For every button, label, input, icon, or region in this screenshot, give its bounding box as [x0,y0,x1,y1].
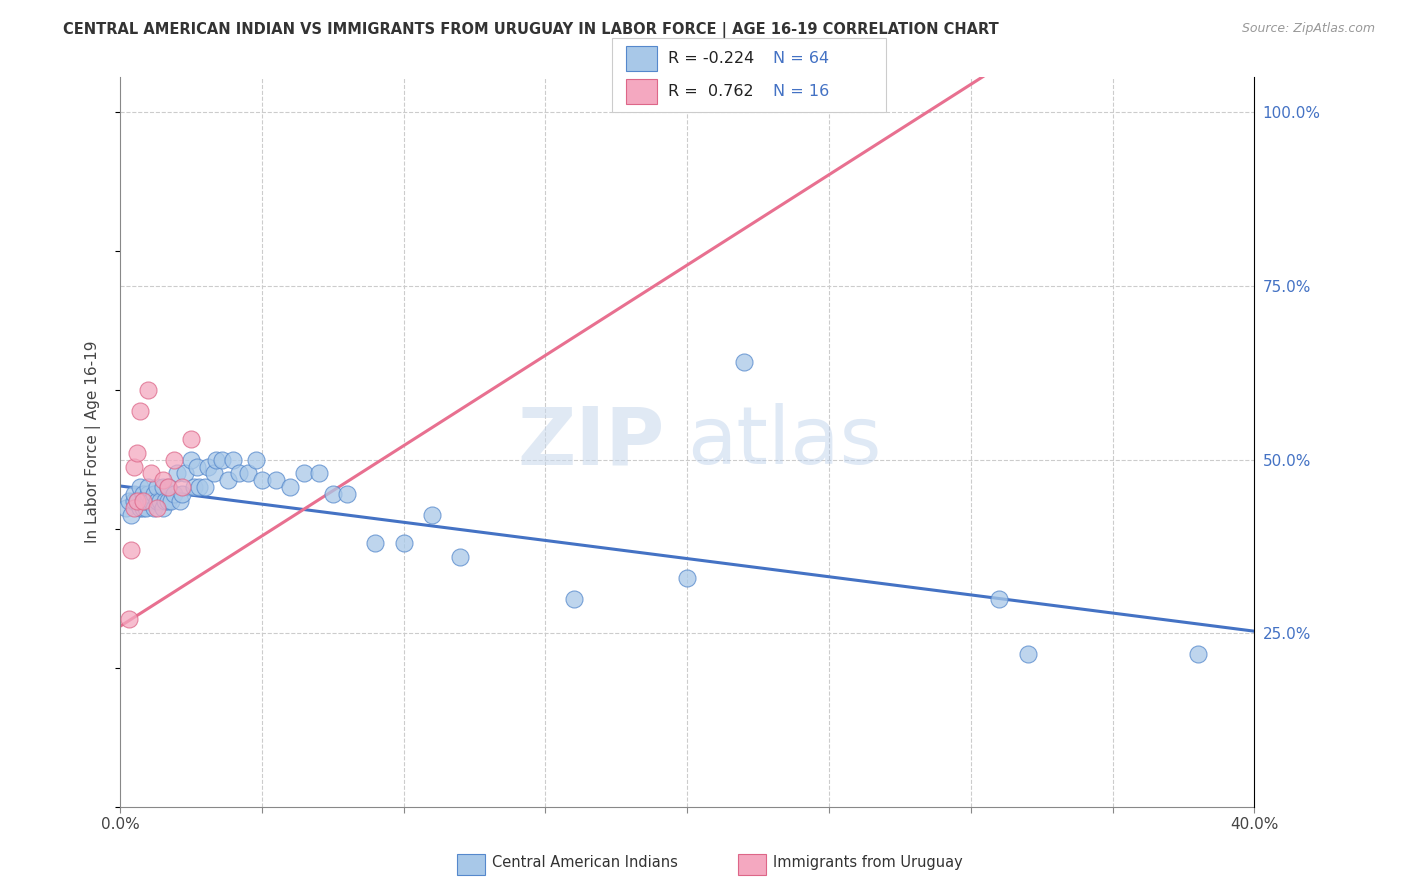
Point [186,459,208,474]
Point [308,467,330,481]
Point [180,432,202,446]
Point [562,591,585,606]
Point [152,480,174,494]
Point [132,501,155,516]
Text: R = -0.224: R = -0.224 [668,52,754,66]
Point [202,467,225,481]
Point [336,487,359,501]
Text: R =  0.762: R = 0.762 [668,84,754,98]
Text: N = 64: N = 64 [773,52,830,66]
Point [1187,647,1209,661]
Point [163,452,186,467]
Point [152,501,174,516]
Point [143,501,166,516]
Point [146,501,169,516]
Point [392,536,415,550]
Y-axis label: In Labor Force | Age 16-19: In Labor Force | Age 16-19 [86,341,101,543]
Point [236,467,259,481]
Point [125,494,148,508]
Point [122,494,145,508]
Point [152,474,174,488]
Point [143,487,166,501]
Text: ZIP: ZIP [517,403,665,481]
Point [188,480,211,494]
Point [292,467,315,481]
Point [129,501,152,516]
Point [157,480,180,494]
Point [132,494,155,508]
Point [174,467,197,481]
Text: CENTRAL AMERICAN INDIAN VS IMMIGRANTS FROM URUGUAY IN LABOR FORCE | AGE 16-19 CO: CENTRAL AMERICAN INDIAN VS IMMIGRANTS FR… [63,22,1000,38]
Text: Source: ZipAtlas.com: Source: ZipAtlas.com [1241,22,1375,36]
Point [141,467,163,481]
Point [129,480,152,494]
Point [222,452,245,467]
Point [146,494,169,508]
Point [135,501,157,516]
Point [122,501,145,516]
Point [125,445,148,459]
Point [160,494,183,508]
Point [129,404,152,418]
Point [172,480,194,494]
Point [449,549,471,564]
Point [733,355,755,369]
Point [157,494,180,508]
Point [364,536,387,550]
Point [135,494,157,508]
Point [138,487,160,501]
Point [194,480,217,494]
Point [264,474,287,488]
Point [676,571,699,585]
Point [122,459,145,474]
Point [250,474,273,488]
Point [163,487,186,501]
Point [278,480,301,494]
Point [228,467,250,481]
Point [183,480,205,494]
Text: atlas: atlas [688,403,882,481]
Point [117,612,139,626]
Point [122,487,145,501]
Point [132,487,155,501]
Point [138,494,160,508]
Point [120,508,142,523]
Point [245,452,267,467]
Point [120,542,142,557]
Point [217,474,239,488]
Point [138,383,160,397]
Point [211,452,233,467]
Point [420,508,443,523]
Point [138,480,160,494]
Point [117,494,139,508]
Point [141,494,163,508]
Point [169,494,191,508]
Point [157,480,180,494]
Point [155,494,177,508]
Point [149,494,172,508]
Text: Central American Indians: Central American Indians [492,855,678,870]
Point [988,591,1011,606]
Point [172,487,194,501]
Text: Immigrants from Uruguay: Immigrants from Uruguay [773,855,963,870]
Point [205,452,228,467]
Point [114,501,136,516]
Point [125,494,148,508]
Point [197,459,219,474]
Point [180,452,202,467]
Point [132,494,155,508]
Point [1017,647,1039,661]
Point [146,480,169,494]
Text: N = 16: N = 16 [773,84,830,98]
Point [322,487,344,501]
Point [166,467,188,481]
